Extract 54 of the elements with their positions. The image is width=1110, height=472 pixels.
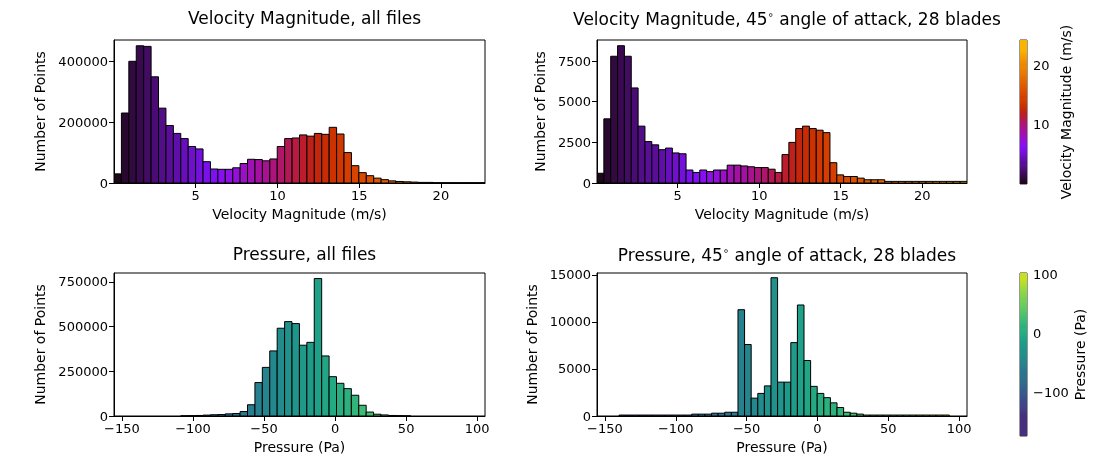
y-tick-label: 15000	[549, 267, 591, 283]
x-tick-label: 50	[397, 421, 415, 436]
color-bar-label: −100	[1033, 385, 1069, 401]
chart-title: Pressure, 45∘ angle of attack, 28 blades	[617, 244, 957, 265]
y-tick-label: 0	[99, 175, 108, 191]
x-tick-label: −50	[732, 421, 761, 436]
x-tick-label: 20	[914, 188, 931, 203]
x-tick-label: 0	[330, 421, 340, 436]
x-tick-label: −150	[104, 421, 140, 436]
x-tick-label: 10	[750, 188, 768, 203]
y-tick-label: 750000	[58, 274, 108, 290]
y-tick-label: 200000	[58, 114, 108, 130]
chart-title: Pressure, all files	[232, 243, 377, 264]
x-tick-label: 10	[269, 188, 286, 203]
y-tick-label: 400000	[58, 53, 108, 69]
x-tick-label: −100	[657, 421, 694, 436]
x-tick-label: 20	[432, 188, 450, 203]
x-tick-label: 5	[191, 188, 200, 203]
x-tick-label: 50	[880, 421, 897, 436]
color-bar-label: 100	[1033, 266, 1058, 282]
x-tick-label: 100	[464, 421, 490, 436]
y-axis-title: Number of Points	[32, 284, 49, 405]
chart-title: Velocity Magnitude, all files	[188, 7, 422, 28]
x-axis-title: Pressure (Pa)	[736, 439, 828, 455]
color-bar-label: 0	[1033, 325, 1042, 341]
y-tick-label: 0	[582, 408, 591, 424]
y-axis-title: Number of Points	[532, 51, 549, 172]
y-tick-label: 0	[582, 175, 591, 191]
color-bar-title: Pressure (Pa)	[1072, 308, 1088, 401]
y-tick-label: 2500	[557, 134, 591, 150]
color-bar-label: 20	[1033, 57, 1050, 73]
color-bar-title: Velocity Magnitude (m/s)	[1058, 24, 1074, 200]
x-tick-label: 0	[813, 421, 822, 436]
x-tick-label: −50	[250, 421, 278, 436]
x-tick-label: 100	[946, 421, 972, 436]
color-bar-label: 10	[1033, 117, 1050, 133]
x-tick-label: 5	[673, 188, 682, 203]
x-axis-title: Velocity Magnitude (m/s)	[212, 206, 387, 222]
y-tick-label: 5000	[557, 361, 591, 377]
y-axis-title: Number of Points	[523, 284, 540, 405]
x-tick-label: −150	[587, 421, 623, 436]
y-tick-label: 500000	[58, 319, 108, 335]
x-axis-title: Velocity Magnitude (m/s)	[694, 206, 870, 222]
y-tick-label: 5000	[557, 94, 591, 110]
y-tick-label: 250000	[58, 363, 108, 379]
y-tick-label: 10000	[549, 314, 591, 330]
chart-title: Velocity Magnitude, 45∘ angle of attack, 28 blades	[573, 8, 1002, 29]
x-tick-label: 15	[832, 188, 849, 203]
x-axis-title: Pressure (Pa)	[253, 439, 346, 455]
y-tick-label: 0	[99, 408, 108, 424]
y-tick-label: 7500	[557, 53, 591, 69]
x-tick-label: 15	[350, 188, 368, 203]
x-tick-label: −100	[175, 421, 211, 436]
y-axis-title: Number of Points	[32, 51, 49, 172]
